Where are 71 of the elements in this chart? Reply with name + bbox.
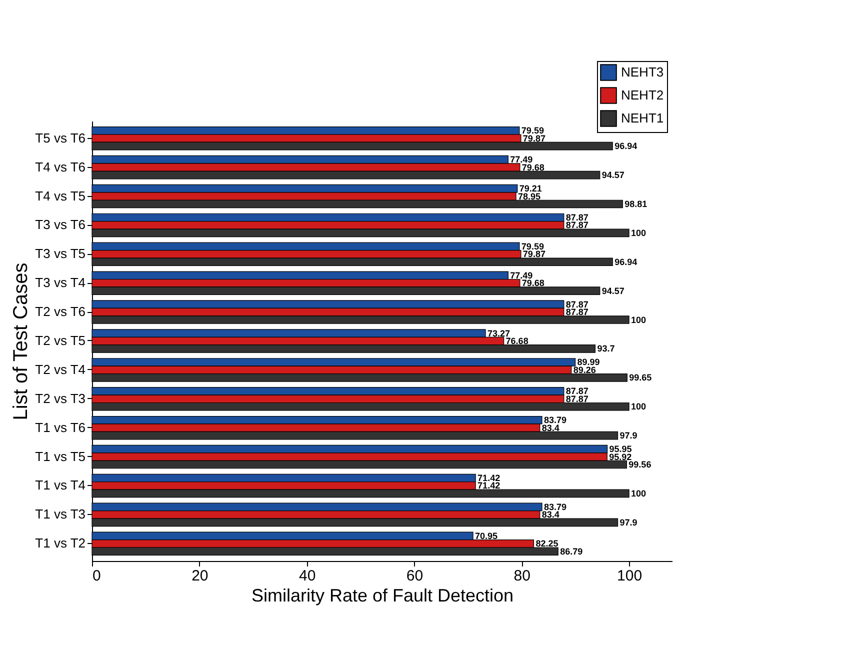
data-label: 79.59 xyxy=(521,241,544,252)
legend-label: NEHT3 xyxy=(621,64,664,80)
y-tick-label: T2 vs T6 xyxy=(35,304,86,320)
y-tick-label: T1 vs T2 xyxy=(35,536,86,551)
y-tick-label: T5 vs T6 xyxy=(35,130,86,146)
data-label: 71.42 xyxy=(478,480,500,491)
data-label: 79.87 xyxy=(522,249,546,260)
data-label: 96.94 xyxy=(614,141,638,152)
data-label: 100 xyxy=(631,228,646,238)
data-label: 79.59 xyxy=(521,126,544,136)
data-label: 73.27 xyxy=(487,328,510,338)
y-tick-label: T1 vs T5 xyxy=(35,448,86,464)
data-label: 98.81 xyxy=(624,198,648,209)
data-label: 87.87 xyxy=(566,212,588,222)
data-label: 99.56 xyxy=(628,460,652,470)
x-tick-label: 100 xyxy=(617,568,642,584)
data-label: 79.87 xyxy=(522,133,546,144)
y-tick-label: T3 vs T4 xyxy=(35,275,86,290)
data-label: 83.4 xyxy=(542,422,560,433)
data-label: 97.9 xyxy=(620,517,638,528)
data-label: 95.95 xyxy=(609,444,632,454)
y-axis-title: List of Test Cases xyxy=(10,262,32,420)
data-label: 83.79 xyxy=(544,502,567,512)
data-label: 94.57 xyxy=(602,170,624,180)
data-label: 87.87 xyxy=(566,307,588,318)
data-label: 87.87 xyxy=(566,299,588,310)
y-tick-label: T1 vs T6 xyxy=(35,420,86,435)
x-tick-label: 0 xyxy=(92,568,101,584)
x-axis-title: Similarity Rate of Fault Detection xyxy=(251,586,514,606)
legend-label: NEHT1 xyxy=(621,110,664,126)
data-label: 100 xyxy=(631,314,646,325)
data-label: 100 xyxy=(631,488,646,498)
legend-label: NEHT2 xyxy=(621,88,664,102)
data-label: 79.21 xyxy=(519,184,542,194)
data-label: 89.99 xyxy=(577,357,600,368)
data-label: 79.68 xyxy=(522,278,544,288)
y-tick-label: T2 vs T3 xyxy=(35,390,86,406)
data-label: 97.9 xyxy=(620,430,638,441)
y-tick-label: T3 vs T5 xyxy=(35,246,86,262)
y-tick-label: T2 vs T4 xyxy=(35,362,86,377)
y-tick-label: T4 vs T6 xyxy=(35,159,86,174)
data-label: 79.68 xyxy=(522,162,544,172)
data-label: 86.79 xyxy=(560,546,583,556)
data-label: 71.42 xyxy=(478,473,500,484)
data-label: 82.25 xyxy=(536,538,558,549)
data-label: 89.26 xyxy=(573,364,596,375)
data-label: 100 xyxy=(631,402,646,412)
data-label: 94.57 xyxy=(602,286,624,296)
y-tick-label: T2 vs T5 xyxy=(35,333,86,348)
data-label: 96.94 xyxy=(614,256,638,267)
data-label: 87.87 xyxy=(566,220,588,230)
data-label: 95.92 xyxy=(609,452,632,462)
y-tick-label: T3 vs T6 xyxy=(35,217,86,232)
data-label: 76.68 xyxy=(506,336,528,346)
y-tick-label: T1 vs T4 xyxy=(35,478,86,493)
data-label: 87.87 xyxy=(566,394,588,404)
x-tick-label: 40 xyxy=(298,568,316,584)
y-tick-label: T1 vs T3 xyxy=(35,506,86,522)
x-tick-label: 80 xyxy=(514,568,530,584)
x-tick-label: 20 xyxy=(192,568,208,584)
data-label: 83.79 xyxy=(544,415,567,426)
x-tick-label: 60 xyxy=(406,568,424,584)
data-label: 77.49 xyxy=(510,154,533,165)
data-label: 77.49 xyxy=(510,270,533,280)
data-label: 83.4 xyxy=(542,510,560,520)
data-label: 70.95 xyxy=(475,530,498,541)
data-label: 93.7 xyxy=(597,344,615,354)
data-label: 87.87 xyxy=(566,386,588,396)
y-tick-label: T4 vs T5 xyxy=(35,188,86,204)
data-label: 99.65 xyxy=(629,372,652,383)
data-label: 78.95 xyxy=(518,191,541,202)
